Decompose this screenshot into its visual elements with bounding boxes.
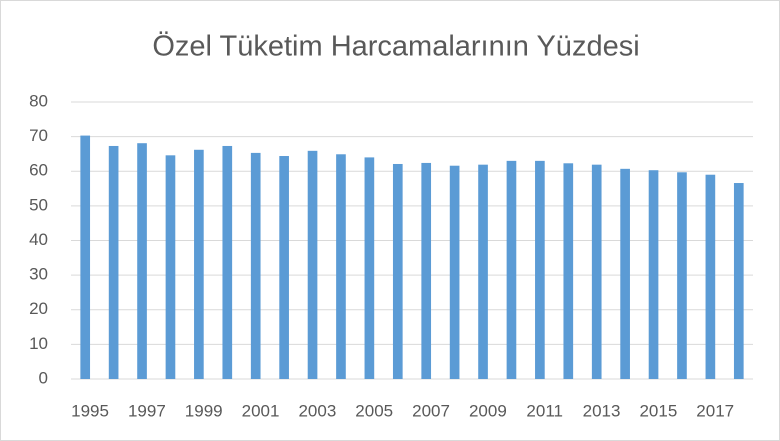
x-tick-label: 2017 (696, 401, 734, 420)
y-tick-label: 10 (29, 334, 48, 353)
x-tick-label: 1999 (185, 401, 223, 420)
bar (535, 160, 545, 379)
x-tick-label: 2003 (298, 401, 336, 420)
bar (648, 170, 659, 379)
y-tick-label: 70 (29, 126, 48, 145)
bar (733, 183, 744, 379)
y-tick-label: 50 (29, 195, 48, 214)
x-tick-label: 2015 (639, 401, 677, 420)
bar (591, 164, 602, 379)
bar (250, 152, 261, 379)
x-tick-label: 2011 (526, 401, 563, 420)
bar (137, 143, 147, 379)
x-tick-label: 2001 (242, 401, 280, 420)
chart-title: Özel Tüketim Harcamalarının Yüzdesi (152, 31, 639, 63)
bar (421, 162, 432, 379)
x-tick-label: 2013 (583, 401, 621, 420)
bar (506, 160, 517, 379)
bar (364, 157, 375, 379)
x-tick-label: 2005 (355, 401, 393, 420)
bar (620, 168, 630, 379)
x-tick-label: 2009 (469, 401, 507, 420)
y-tick-label: 80 (29, 91, 48, 110)
bar (705, 174, 716, 379)
bar (336, 154, 346, 379)
bar (222, 145, 233, 379)
y-tick-label: 40 (29, 230, 48, 249)
bar (279, 156, 289, 379)
x-tick-label: 1997 (128, 401, 166, 420)
bar (108, 145, 119, 379)
bar (80, 135, 91, 379)
x-tick-label: 2007 (412, 401, 450, 420)
y-tick-label: 0 (39, 368, 48, 387)
y-tick-label: 60 (29, 161, 48, 180)
bar (307, 150, 318, 379)
bar (165, 155, 176, 379)
bar (392, 163, 403, 379)
bar (677, 172, 687, 379)
bar (478, 164, 488, 379)
x-tick-label: 1995 (71, 401, 109, 420)
bar (194, 149, 204, 379)
y-tick-label: 30 (29, 265, 48, 284)
bar (563, 163, 574, 379)
bar (449, 165, 460, 379)
y-tick-label: 20 (29, 299, 48, 318)
